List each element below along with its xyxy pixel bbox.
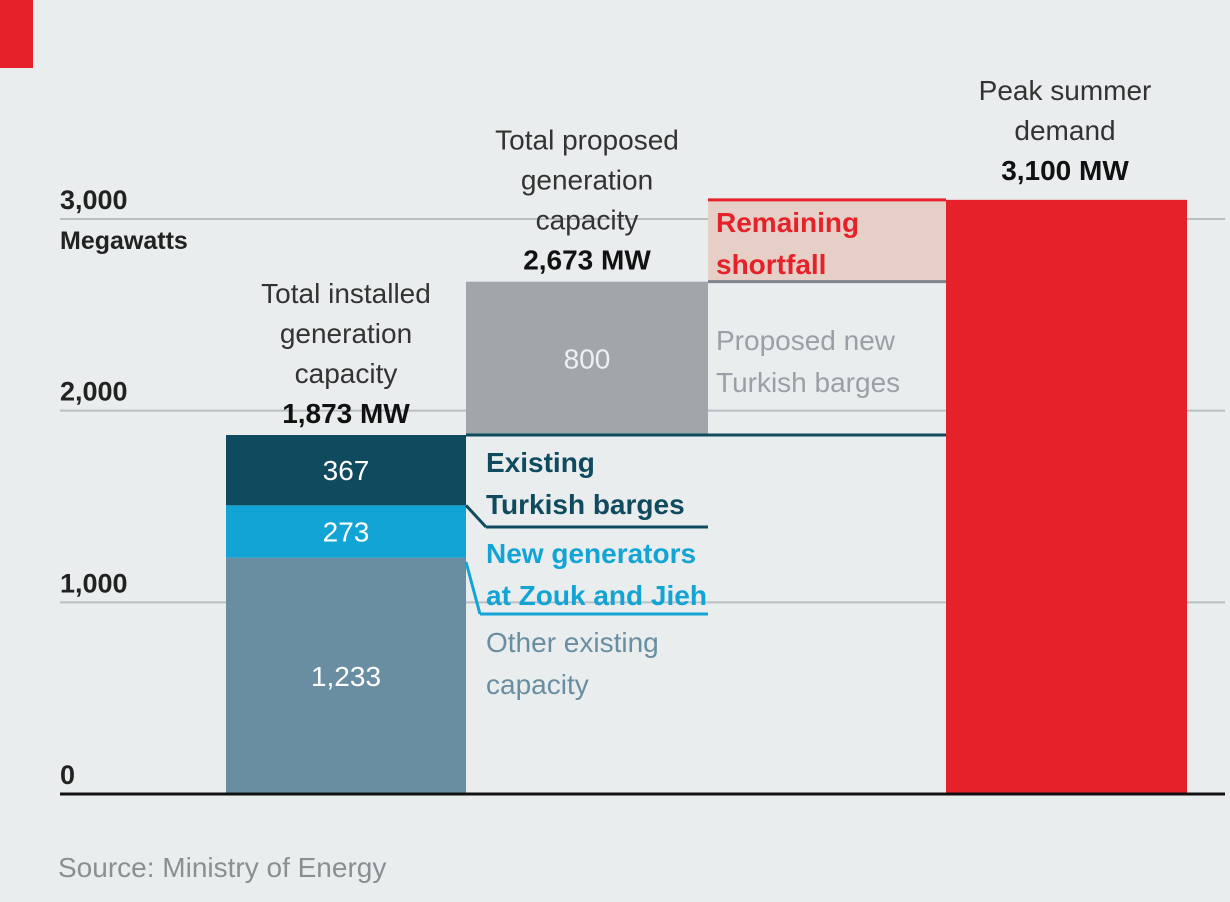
annotation-label: Other existing (486, 627, 659, 658)
annotation-label: Proposed new (716, 325, 896, 356)
segment-value-label: 367 (323, 455, 370, 486)
bar-segment (226, 557, 466, 794)
y-axis: 0 1,000 2,000 3,000 (60, 185, 128, 790)
segment-value-label: 800 (564, 343, 611, 374)
y-tick-label: 0 (60, 760, 75, 790)
y-tick-label: 1,000 (60, 568, 128, 598)
bar-header-line: capacity (536, 205, 639, 236)
annotation-label: at Zouk and Jieh (486, 580, 707, 611)
annotation-label: Existing (486, 447, 595, 478)
bar-segment (708, 199, 946, 282)
y-tick-label: 2,000 (60, 377, 128, 407)
annotation-label: shortfall (716, 249, 826, 280)
bar-total-label: 3,100 MW (1001, 155, 1129, 186)
bar-total-label: 2,673 MW (523, 245, 651, 276)
annotation-label: capacity (486, 669, 589, 700)
segment-value-label: 273 (323, 517, 370, 548)
bar-segment (226, 435, 466, 506)
bar-segment (946, 199, 1187, 795)
bars: 1,233 273 367 1,873 MW Total installed genera… (226, 75, 1187, 795)
bar-header-line: generation (280, 318, 412, 349)
segment-value-label: 1,233 (311, 661, 381, 692)
source-note: Source: Ministry of Energy (58, 852, 386, 883)
y-tick-label: 3,000 (60, 185, 128, 215)
bar-header-line: demand (1014, 115, 1115, 146)
annotation-label: New generators (486, 538, 696, 569)
bar-header-line: Total proposed (495, 125, 679, 156)
bar-segment (466, 281, 708, 436)
bar-header-line: capacity (295, 358, 398, 389)
annotation-connector (464, 561, 482, 615)
bar-header-line: Total installed (261, 278, 431, 309)
brand-tag (0, 0, 33, 68)
bar-header-line: Peak summer (979, 75, 1152, 106)
y-axis-unit-label: Megawatts (60, 227, 188, 255)
annotation-label: Turkish barges (716, 367, 900, 398)
bar-segment (226, 505, 466, 558)
annotation-connector (464, 504, 488, 529)
annotations: Existing Turkish barges New generators at Z… (464, 207, 946, 700)
bar-total-label: 1,873 MW (282, 398, 410, 429)
annotation-label: Turkish barges (486, 489, 685, 520)
bar-header-line: generation (521, 165, 653, 196)
annotation-label: Remaining (716, 207, 859, 238)
